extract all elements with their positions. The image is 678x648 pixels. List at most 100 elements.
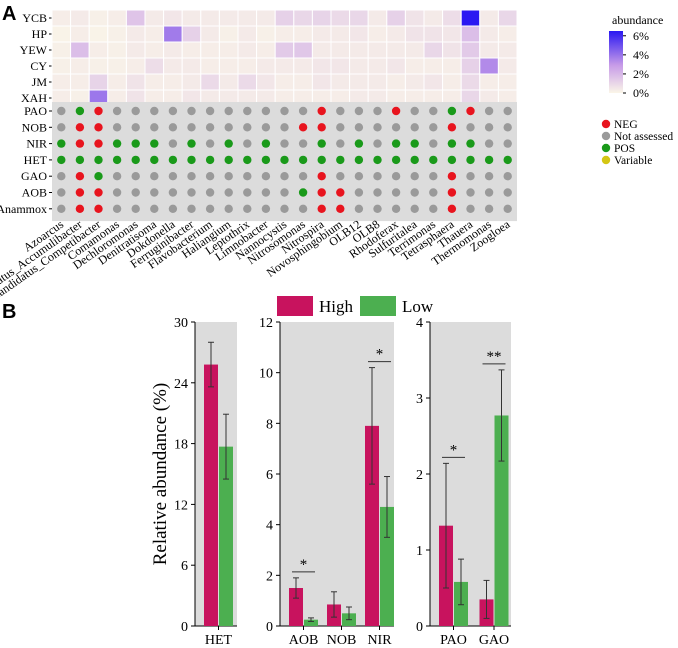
- trait-dot: [373, 155, 382, 165]
- trait-dot: [373, 123, 382, 132]
- y-tick-label: 10: [259, 367, 273, 382]
- y-tick-label: 18: [174, 438, 188, 453]
- heatmap-cell: [107, 25, 127, 43]
- trait-dot: [447, 139, 457, 148]
- trait-row-label: NIR: [26, 137, 47, 151]
- heatmap-cell: [311, 41, 332, 59]
- trait-dot: [317, 155, 326, 165]
- trait-dot: [336, 188, 345, 197]
- significance-mark: *: [300, 557, 308, 573]
- trait-dot: [391, 155, 401, 165]
- heatmap-cell: [311, 25, 332, 43]
- heatmap-cell: [144, 57, 165, 75]
- heatmap-cell: [404, 9, 425, 27]
- trait-dot: [354, 106, 364, 116]
- legend-label: Low: [402, 297, 434, 316]
- trait-dot: [429, 155, 438, 165]
- heatmap-cell: [70, 41, 90, 59]
- heatmap-cell: [349, 73, 369, 91]
- heatmap-cell: [163, 41, 183, 59]
- trait-legend-label: POS: [614, 143, 635, 155]
- colorbar-tick-label: 4%: [633, 48, 649, 62]
- bar-high: [289, 588, 303, 626]
- trait-dot: [57, 155, 66, 165]
- heatmap-cell: [256, 57, 276, 75]
- y-tick-label: 1: [416, 544, 423, 559]
- heatmap-cell: [386, 25, 406, 43]
- trait-dot: [503, 188, 512, 197]
- heatmap-cell: [442, 25, 462, 43]
- panel-label-b: B: [2, 301, 16, 323]
- y-tick-label: 0: [181, 620, 188, 635]
- trait-dot: [112, 155, 122, 165]
- trait-legend-label: Variable: [614, 155, 652, 167]
- heatmap-cell: [256, 25, 276, 43]
- heatmap-cell: [349, 57, 369, 75]
- trait-dot: [354, 155, 364, 165]
- heatmap-cell: [274, 9, 295, 27]
- heatmap-cell: [125, 9, 146, 27]
- trait-dot: [205, 155, 215, 165]
- trait-dot: [150, 139, 159, 148]
- y-tick-label: 12: [259, 316, 273, 331]
- trait-dot: [280, 204, 289, 213]
- heatmap-cell: [88, 25, 109, 43]
- trait-dot: [391, 172, 401, 181]
- trait-dot: [94, 172, 103, 181]
- trait-dot: [447, 188, 457, 197]
- heatmap-cell: [386, 73, 406, 91]
- heatmap-cell: [181, 25, 202, 43]
- y-tick-label: 24: [174, 377, 188, 392]
- heatmap-cell: [107, 73, 127, 91]
- trait-dot: [243, 204, 252, 213]
- trait-dot: [484, 188, 494, 197]
- trait-dot: [224, 123, 233, 132]
- heatmap-cell: [367, 25, 388, 43]
- heatmap-cell: [88, 9, 109, 27]
- heatmap-cell: [107, 57, 127, 75]
- heatmap-cell: [311, 73, 332, 91]
- heatmap-cell: [125, 25, 146, 43]
- heatmap-cell: [293, 73, 313, 91]
- trait-dot: [503, 106, 512, 116]
- heatmap-cell: [144, 9, 165, 27]
- trait-dot: [336, 204, 345, 213]
- heatmap-cell: [237, 41, 258, 59]
- heatmap-cell: [293, 57, 313, 75]
- colorbar-title: abundance: [612, 13, 663, 27]
- heatmap-cell: [51, 73, 72, 91]
- heatmap-cell: [125, 57, 146, 75]
- heatmap-row-label: YCB: [22, 11, 47, 25]
- trait-dot: [57, 139, 66, 148]
- y-tick-label: 2: [266, 569, 273, 584]
- heatmap-cell: [125, 41, 146, 59]
- heatmap-cell: [237, 9, 258, 27]
- heatmap-cell: [330, 41, 351, 59]
- heatmap-cell: [274, 41, 295, 59]
- heatmap-cell: [218, 9, 239, 27]
- trait-legend-label: Not assessed: [614, 131, 673, 143]
- trait-dot: [131, 123, 140, 132]
- heatmap-cell: [88, 57, 109, 75]
- trait-dot: [484, 123, 494, 132]
- panel-label-a: A: [2, 3, 16, 25]
- y-tick-label: 8: [266, 417, 273, 432]
- trait-dot: [391, 188, 401, 197]
- heatmap-cell: [497, 9, 518, 27]
- trait-row-label: PAO: [24, 104, 47, 118]
- heatmap-cell: [51, 41, 72, 59]
- significance-mark: **: [487, 349, 502, 365]
- trait-dot: [317, 139, 326, 148]
- trait-dot: [94, 155, 103, 165]
- trait-dot: [391, 106, 401, 116]
- trait-row-label: AOB: [22, 186, 47, 200]
- trait-dot: [168, 204, 178, 213]
- trait-dot: [112, 139, 122, 148]
- heatmap-cell: [386, 41, 406, 59]
- heatmap-cell: [107, 41, 127, 59]
- bar-low: [380, 506, 394, 626]
- trait-dot: [484, 106, 494, 116]
- heatmap-row-label: HP: [32, 27, 48, 41]
- trait-row-label: HET: [24, 153, 48, 167]
